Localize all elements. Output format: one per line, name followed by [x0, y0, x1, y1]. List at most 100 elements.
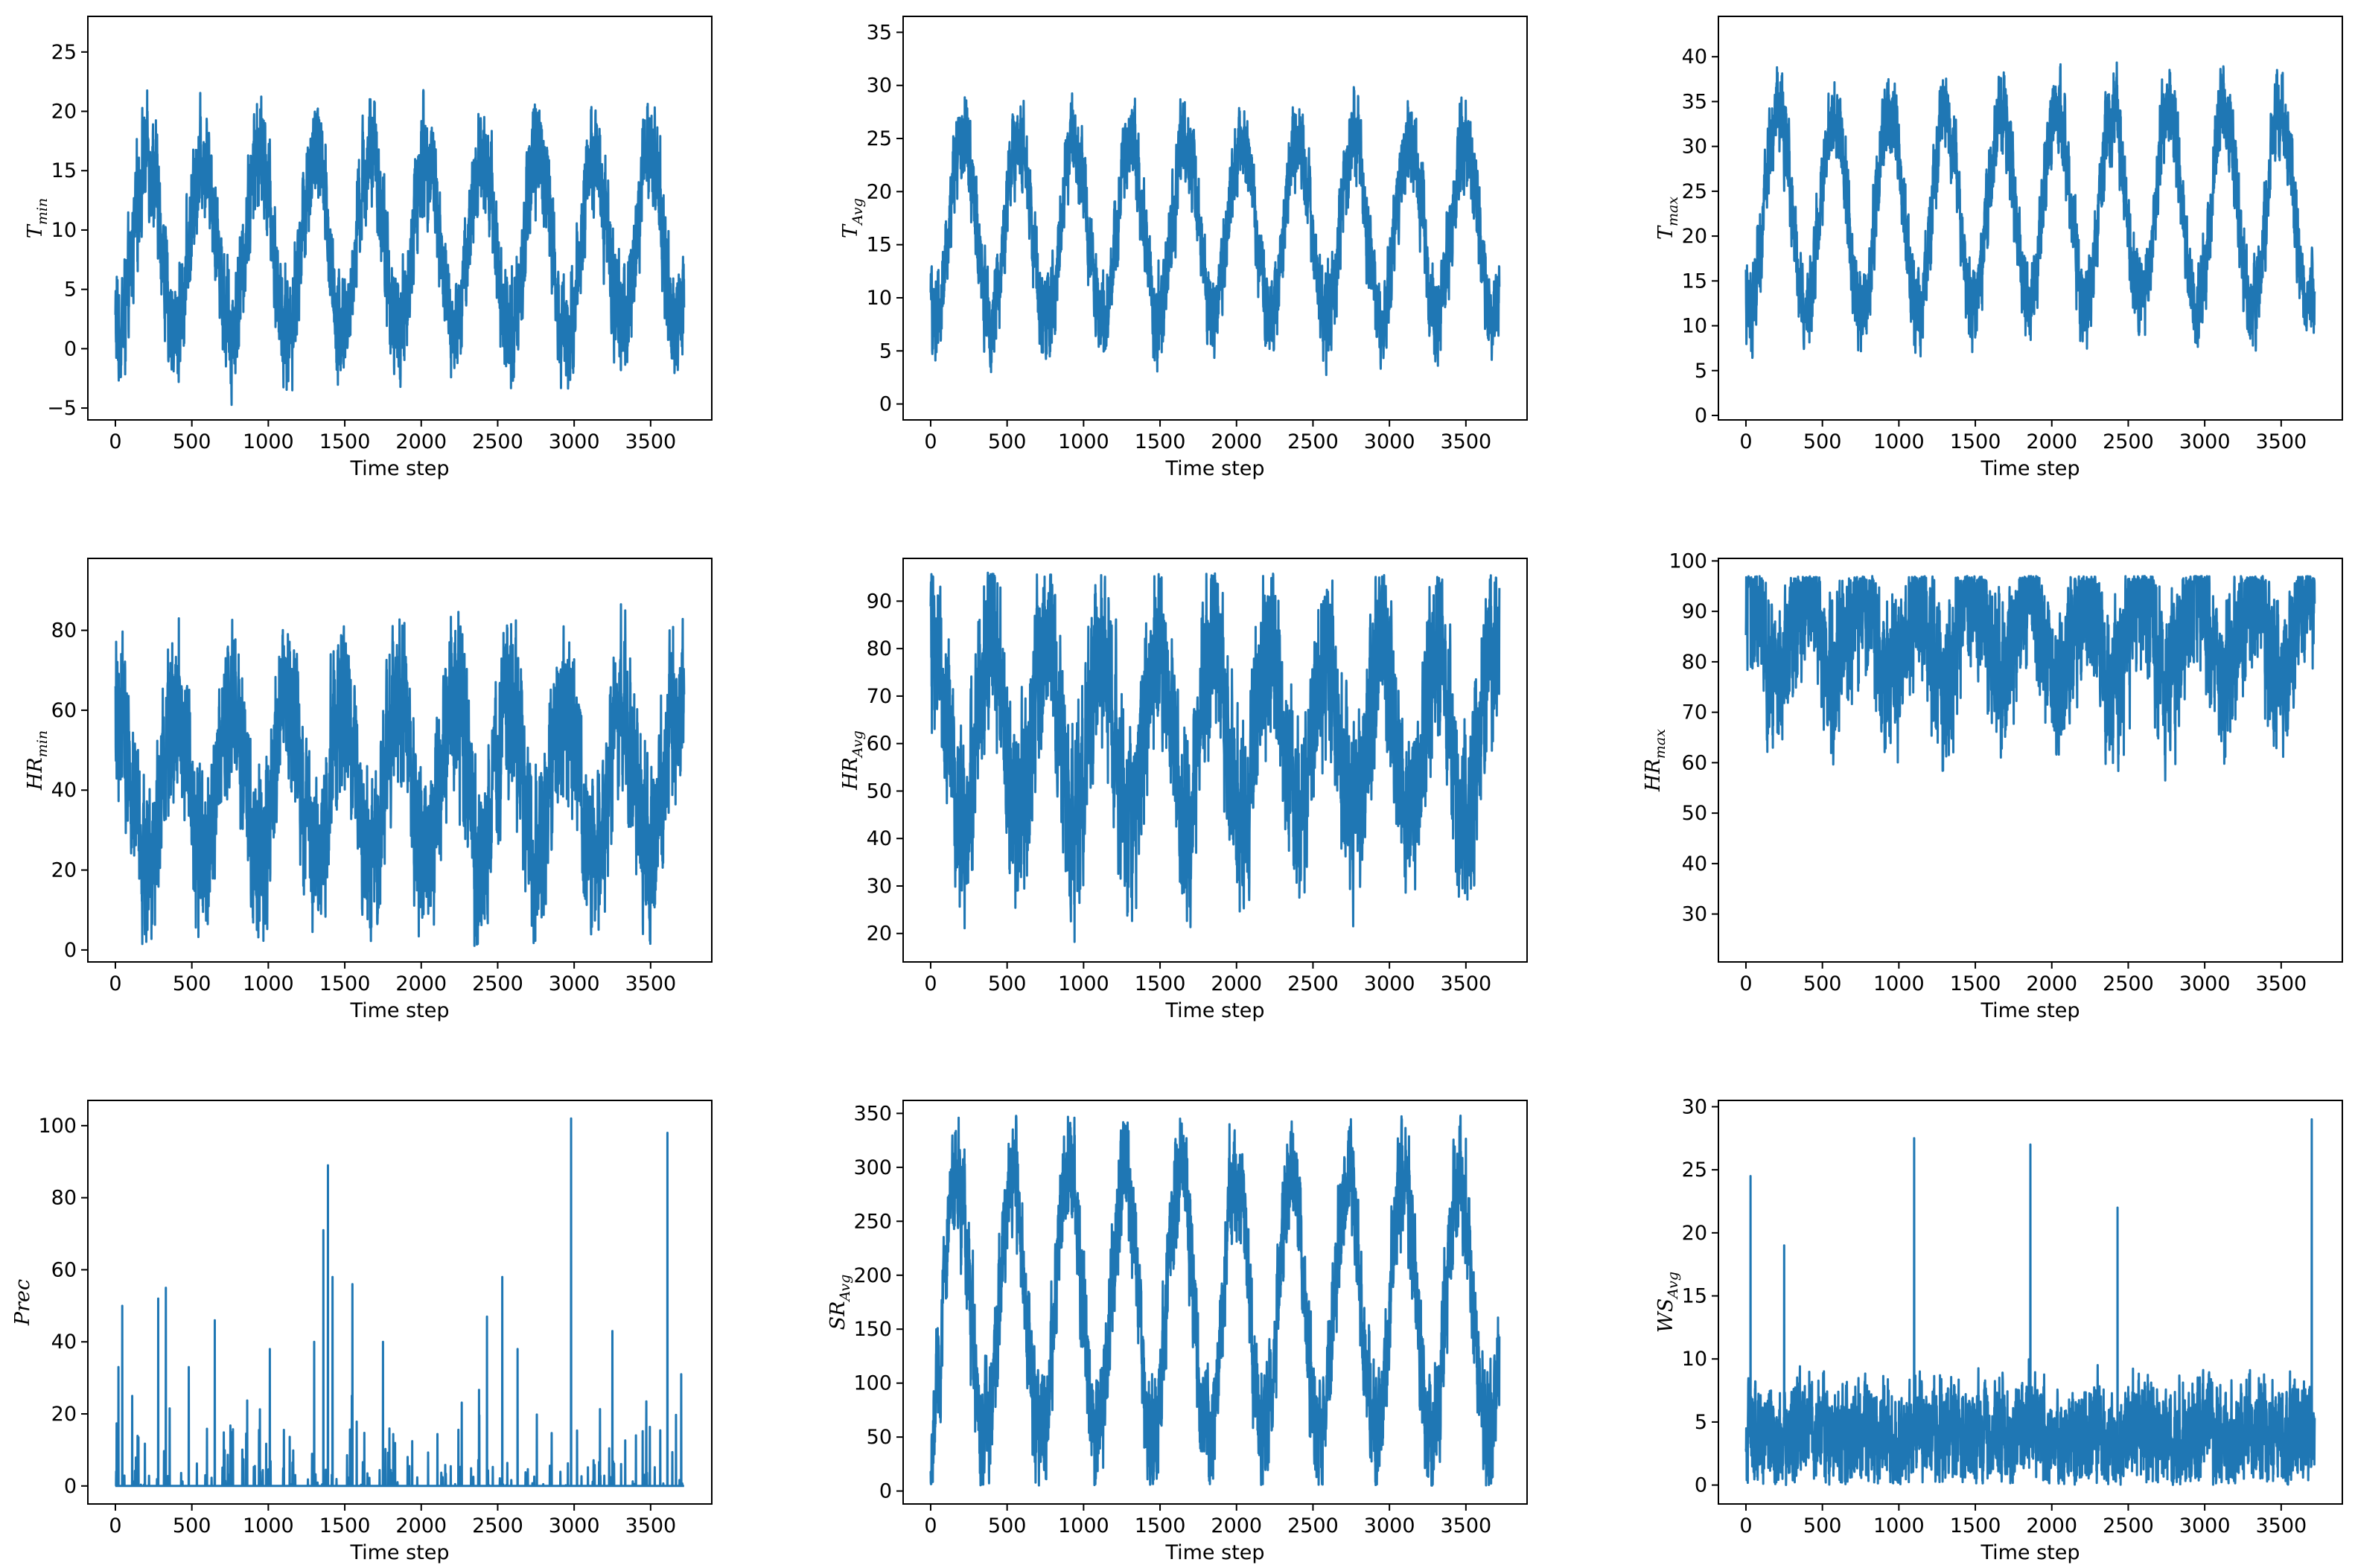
y-tick-label: 40	[51, 1330, 77, 1354]
y-tick-label: 20	[51, 1403, 77, 1426]
x-axis-label: Time step	[349, 999, 449, 1022]
x-tick-label: 3000	[549, 972, 600, 995]
x-tick-label: 3500	[625, 430, 676, 453]
series-line-hravg	[929, 571, 1501, 943]
y-tick-label: 50	[1682, 802, 1707, 825]
x-tick-label: 1500	[1950, 1514, 2001, 1537]
y-tick-label: 30	[867, 875, 892, 898]
y-tick-label: 0	[64, 1475, 77, 1498]
y-tick-label: 25	[1682, 1159, 1707, 1182]
x-tick-label: 3000	[2179, 972, 2231, 995]
plot-frame	[1718, 558, 2343, 963]
y-tick-label: 10	[867, 287, 892, 310]
y-tick-label: 350	[853, 1102, 892, 1125]
y-tick-label: 15	[51, 159, 77, 182]
y-axis-label-subscript: max	[1652, 729, 1669, 759]
y-tick-label: 35	[867, 21, 892, 44]
x-tick-label: 2500	[472, 972, 523, 995]
x-tick-label: 500	[173, 1514, 211, 1537]
x-tick-label: 2000	[395, 1514, 447, 1537]
x-axis-label: Time step	[1164, 999, 1264, 1022]
x-tick-label: 0	[109, 430, 121, 453]
x-tick-label: 3000	[549, 430, 600, 453]
y-tick-label: −5	[47, 397, 77, 420]
y-tick-label: 70	[1682, 701, 1707, 724]
series-line-wsavg	[1744, 1118, 2316, 1487]
plot-frame	[902, 558, 1528, 963]
y-axis-label: Tmax	[1654, 197, 1681, 240]
y-tick-label: 40	[51, 779, 77, 802]
y-tick-label: 0	[1695, 1474, 1707, 1497]
y-tick-label: 35	[1682, 90, 1707, 113]
panel-hrmin: 0 500 1000 1500 2000 2500 3000 3500 0 20 40 60 80 Tim…	[24, 558, 713, 1022]
x-tick-label: 2500	[2103, 1514, 2154, 1537]
x-tick-label: 0	[924, 430, 937, 453]
y-tick-label: 25	[867, 127, 892, 150]
x-tick-label: 3500	[2255, 1514, 2307, 1537]
y-tick-label: 90	[867, 590, 892, 613]
y-axis-label: TAvg	[839, 198, 866, 238]
series-line-hrmax	[1744, 575, 2316, 782]
x-tick-label: 500	[1803, 972, 1842, 995]
y-tick-label: 0	[1695, 404, 1707, 427]
y-tick-label: 10	[51, 219, 77, 242]
panel-hravg: 0 500 1000 1500 2000 2500 3000 3500 20 30 40 50 60 70…	[839, 558, 1528, 1022]
x-tick-label: 1000	[1873, 972, 1925, 995]
series-line-tmax	[1744, 61, 2316, 360]
x-axis-label: Time step	[1164, 457, 1264, 480]
y-tick-label: 70	[867, 685, 892, 708]
panel-hrmax: 0 500 1000 1500 2000 2500 3000 3500 30 40 50 60 70 80…	[1642, 549, 2343, 1022]
y-axis-label-main: HR	[24, 757, 47, 791]
x-tick-label: 3500	[625, 1514, 676, 1537]
x-tick-label: 500	[173, 430, 211, 453]
x-tick-label: 3500	[1440, 1514, 1491, 1537]
x-axis-label: Time step	[1980, 999, 2080, 1022]
y-tick-label: 40	[1682, 45, 1707, 68]
y-tick-label: 250	[853, 1210, 892, 1233]
x-axis-label: Time step	[1164, 1541, 1264, 1564]
x-tick-label: 3500	[2255, 430, 2307, 453]
x-tick-label: 1500	[319, 972, 371, 995]
y-axis-label: Prec	[11, 1279, 34, 1326]
x-tick-label: 3500	[1440, 972, 1491, 995]
y-tick-label: 30	[1682, 903, 1707, 926]
x-tick-label: 2000	[1211, 972, 1262, 995]
x-tick-label: 2500	[1287, 1514, 1339, 1537]
x-tick-label: 2000	[395, 430, 447, 453]
y-tick-label: 60	[51, 699, 77, 722]
y-axis-label-main: T	[1654, 225, 1677, 240]
x-tick-label: 500	[1803, 1514, 1842, 1537]
y-tick-label: 0	[879, 1480, 892, 1503]
x-tick-label: 2000	[1211, 1514, 1262, 1537]
plot-frame	[902, 1100, 1528, 1505]
x-tick-label: 1000	[1058, 430, 1109, 453]
y-axis-label: WSAvg	[1654, 1272, 1681, 1333]
y-axis-label-main: HR	[839, 757, 862, 791]
panel-wsavg: 0 500 1000 1500 2000 2500 3000 3500 0 5 10 15 20 25 30…	[1654, 1095, 2343, 1564]
x-tick-label: 2000	[1211, 430, 1262, 453]
x-tick-label: 1000	[1873, 430, 1925, 453]
y-axis-label-subscript: min	[34, 730, 51, 757]
y-axis-label-subscript: Avg	[837, 1275, 853, 1303]
y-tick-label: 50	[867, 780, 892, 803]
x-tick-label: 2000	[2026, 430, 2077, 453]
y-axis-label-main: WS	[1654, 1298, 1677, 1333]
plot-frame	[1718, 1100, 2343, 1505]
y-tick-label: 150	[853, 1318, 892, 1341]
y-tick-label: 200	[853, 1264, 892, 1287]
x-tick-label: 1000	[1058, 1514, 1109, 1537]
x-axis-label: Time step	[1980, 457, 2080, 480]
x-tick-label: 0	[1739, 430, 1752, 453]
series-line-prec	[114, 1117, 686, 1488]
x-tick-label: 2000	[2026, 1514, 2077, 1537]
x-tick-label: 3000	[2179, 1514, 2231, 1537]
plot-frame	[87, 1100, 713, 1505]
y-axis-label-main: T	[24, 223, 47, 238]
x-tick-label: 2500	[2103, 972, 2154, 995]
y-tick-label: 20	[1682, 225, 1707, 248]
series-line-sravg	[929, 1114, 1501, 1487]
x-tick-label: 1500	[1950, 972, 2001, 995]
x-tick-label: 0	[1739, 972, 1752, 995]
y-tick-label: 100	[853, 1372, 892, 1395]
y-tick-label: 60	[51, 1258, 77, 1281]
